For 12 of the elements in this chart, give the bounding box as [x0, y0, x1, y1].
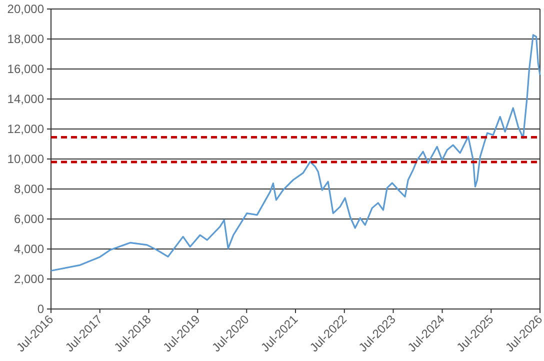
y-tick-label: 0 — [37, 302, 44, 316]
y-tick-label: 16,000 — [7, 62, 44, 76]
y-tick-label: 4,000 — [14, 242, 44, 256]
y-tick-label: 12,000 — [7, 122, 44, 136]
y-tick-label: 6,000 — [14, 212, 44, 226]
y-tick-label: 8,000 — [14, 182, 44, 196]
y-tick-label: 18,000 — [7, 32, 44, 46]
y-tick-label: 10,000 — [7, 152, 44, 166]
line-series — [50, 34, 541, 272]
y-tick-label: 2,000 — [14, 272, 44, 286]
y-tick-label: 20,000 — [7, 2, 44, 16]
y-tick-label: 14,000 — [7, 92, 44, 106]
